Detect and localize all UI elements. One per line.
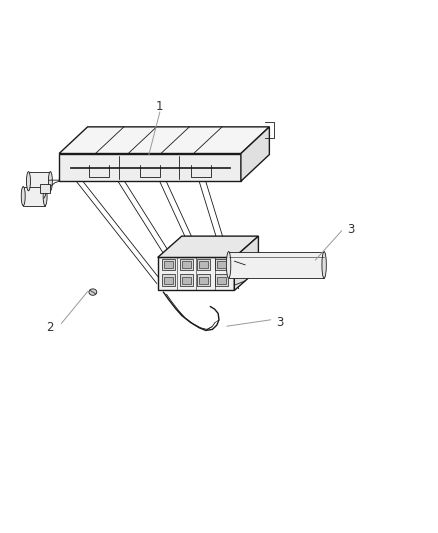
Bar [197, 274, 210, 286]
Polygon shape [158, 257, 234, 290]
Bar [215, 274, 228, 286]
Bar [197, 259, 210, 270]
Bar [162, 274, 175, 286]
Bar [199, 261, 208, 268]
Bar [162, 259, 175, 270]
Polygon shape [40, 184, 50, 193]
Ellipse shape [21, 187, 25, 206]
Bar [229, 252, 324, 278]
Bar [182, 277, 191, 284]
Polygon shape [234, 236, 258, 290]
Text: 2: 2 [46, 321, 54, 334]
Ellipse shape [27, 172, 31, 191]
Ellipse shape [226, 252, 231, 278]
Bar [180, 274, 193, 286]
Bar [182, 261, 191, 268]
Bar [199, 277, 208, 284]
Bar [164, 277, 173, 284]
Bar [180, 259, 193, 270]
Bar [217, 277, 226, 284]
Bar [164, 261, 173, 268]
Text: 3: 3 [277, 316, 284, 329]
Bar [28, 172, 50, 191]
Text: 3: 3 [347, 223, 354, 236]
Polygon shape [70, 167, 230, 168]
Ellipse shape [322, 252, 326, 278]
Ellipse shape [48, 172, 52, 191]
Polygon shape [158, 236, 258, 257]
Bar [215, 259, 228, 270]
Text: 1: 1 [156, 100, 164, 113]
Polygon shape [59, 154, 241, 181]
Bar [217, 261, 226, 268]
Polygon shape [241, 127, 269, 181]
Polygon shape [59, 127, 269, 154]
Bar [23, 187, 45, 206]
Ellipse shape [89, 289, 97, 295]
Ellipse shape [43, 187, 47, 206]
